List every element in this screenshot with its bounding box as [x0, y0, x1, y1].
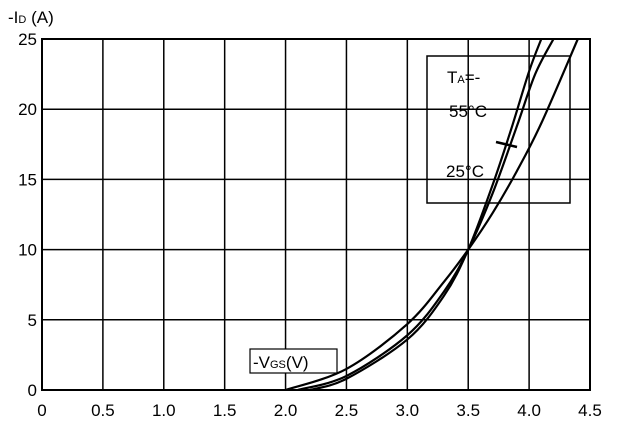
- x-tick-label: 0: [37, 401, 46, 420]
- y-tick-label: 10: [18, 241, 37, 260]
- x-tick-label: 4.0: [517, 401, 541, 420]
- x-tick-labels: 0 0.5 1.0 1.5 2.0 2.5 3.0 3.5 4.0 4.5: [37, 401, 602, 420]
- legend-pointer: [495, 140, 518, 149]
- series-line-3: [309, 38, 543, 392]
- series-lines: [285, 38, 579, 392]
- y-axis-label: -ID (A): [8, 8, 54, 27]
- y-tick-label: 0: [28, 381, 37, 400]
- x-tick-label: 0.5: [91, 401, 115, 420]
- plot-area-frame: [41, 38, 591, 391]
- legend-temp-label: TA=-: [447, 68, 480, 87]
- y-tick-label: 20: [18, 100, 37, 119]
- x-axis-label-box: [249, 348, 338, 374]
- y-tick-label: 15: [18, 170, 37, 189]
- x-tick-label: 3.5: [456, 401, 480, 420]
- x-tick-label: 1.0: [152, 401, 176, 420]
- x-axis-label: -VGS(V): [253, 353, 309, 372]
- legend-box: [426, 55, 571, 204]
- y-tick-labels: 0 5 10 15 20 25: [18, 30, 37, 400]
- x-tick-label: 3.0: [396, 401, 420, 420]
- x-tick-label: 4.5: [578, 401, 602, 420]
- legend-label-cold: 55°C: [449, 102, 487, 121]
- legend-label-room: 25°C: [446, 162, 484, 181]
- x-tick-label: 1.5: [213, 401, 237, 420]
- x-tick-label: 2.5: [335, 401, 359, 420]
- y-tick-label: 25: [18, 30, 37, 49]
- y-tick-label: 5: [28, 311, 37, 330]
- x-tick-label: 2.0: [274, 401, 298, 420]
